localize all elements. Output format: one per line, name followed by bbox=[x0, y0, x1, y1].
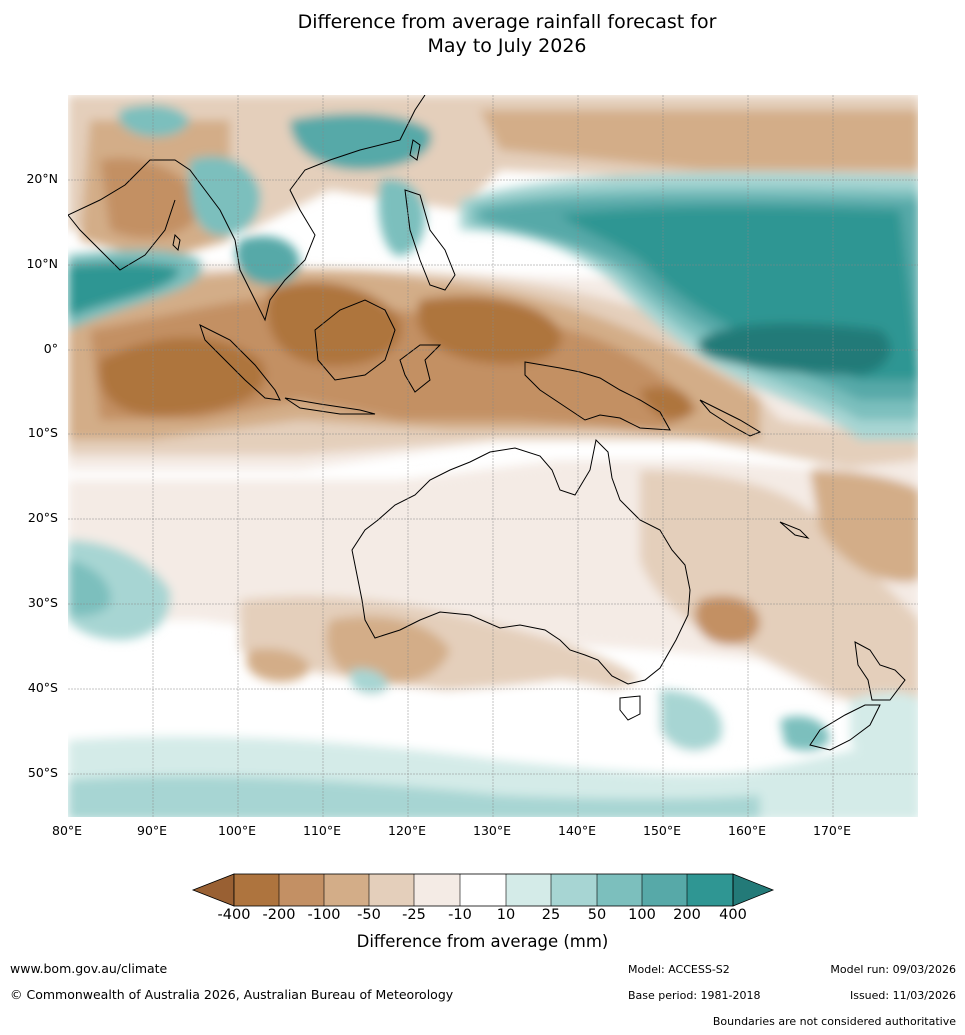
colorbar-label: -400 bbox=[217, 907, 251, 923]
lon-label-150e: 150°E bbox=[643, 823, 682, 838]
lat-label-20n: 20°N bbox=[26, 171, 58, 186]
footer-model-run: Model run: 09/03/2026 bbox=[830, 963, 956, 976]
footer-disclaimer: Boundaries are not considered authoritat… bbox=[712, 1015, 956, 1028]
graticule bbox=[68, 95, 918, 817]
lon-label-120e: 120°E bbox=[388, 823, 427, 838]
map-field bbox=[68, 95, 918, 817]
lon-label-100e: 100°E bbox=[218, 823, 257, 838]
lat-label-10s: 10°S bbox=[27, 425, 58, 440]
australia-coastline bbox=[351, 438, 691, 685]
colorbar-label: -10 bbox=[448, 907, 472, 923]
asia-mainland-coastline bbox=[68, 95, 426, 322]
colorbar-label: -50 bbox=[357, 907, 381, 923]
colorbar-label: -200 bbox=[262, 907, 296, 923]
java-coastline bbox=[284, 397, 376, 415]
sri-lanka-coastline bbox=[172, 233, 181, 252]
colorbar-label: 10 bbox=[496, 907, 516, 923]
borneo-coastline bbox=[314, 299, 396, 381]
nz-south-island-coastline bbox=[809, 704, 881, 751]
footer-url: www.bom.gov.au/climate bbox=[10, 961, 168, 976]
colorbar-label: 200 bbox=[673, 907, 701, 923]
nz-north-island-coastline bbox=[854, 641, 906, 701]
colorbar-upper-extension bbox=[732, 873, 775, 907]
colorbar-label: 25 bbox=[541, 907, 561, 923]
footer-issued: Issued: 11/03/2026 bbox=[849, 989, 956, 1002]
title-line-1: Difference from average rainfall forecas… bbox=[297, 11, 717, 33]
lat-label-30s: 30°S bbox=[27, 595, 58, 610]
lat-label-10n: 10°N bbox=[26, 256, 58, 271]
map-title: Difference from average rainfall forecas… bbox=[0, 10, 965, 58]
lat-label-0: 0° bbox=[43, 341, 58, 356]
footer-base-period: Base period: 1981-2018 bbox=[628, 989, 761, 1002]
colorbar-label: 100 bbox=[628, 907, 656, 923]
title-line-2: May to July 2026 bbox=[427, 35, 587, 57]
lon-label-130e: 130°E bbox=[473, 823, 512, 838]
colorbar-label: 400 bbox=[719, 907, 747, 923]
colorbar-label: 50 bbox=[587, 907, 607, 923]
sulawesi-coastline bbox=[399, 344, 442, 393]
lon-label-110e: 110°E bbox=[303, 823, 342, 838]
colorbar-label: -25 bbox=[402, 907, 426, 923]
colorbar-label: -100 bbox=[307, 907, 341, 923]
tasmania-coastline bbox=[619, 695, 641, 721]
new-guinea-coastline bbox=[524, 361, 671, 431]
footer-copyright: © Commonwealth of Australia 2026, Austra… bbox=[10, 987, 454, 1002]
colorbar bbox=[191, 873, 775, 907]
india-coastline bbox=[68, 199, 176, 271]
lat-label-40s: 40°S bbox=[27, 680, 58, 695]
lon-label-160e: 160°E bbox=[728, 823, 767, 838]
lon-label-140e: 140°E bbox=[558, 823, 597, 838]
lon-label-170e: 170°E bbox=[813, 823, 852, 838]
taiwan-coastline bbox=[409, 139, 421, 161]
lon-label-80e: 80°E bbox=[52, 823, 83, 838]
new-caledonia-coastline bbox=[779, 521, 810, 539]
anomaly-shading bbox=[68, 95, 918, 817]
colorbar-lower-extension bbox=[191, 873, 235, 907]
footer-model: Model: ACCESS-S2 bbox=[628, 963, 730, 976]
lat-label-20s: 20°S bbox=[27, 510, 58, 525]
lat-label-50s: 50°S bbox=[27, 765, 58, 780]
philippines-coastline bbox=[404, 189, 456, 291]
colorbar-title: Difference from average (mm) bbox=[356, 932, 609, 951]
lon-label-90e: 90°E bbox=[137, 823, 168, 838]
